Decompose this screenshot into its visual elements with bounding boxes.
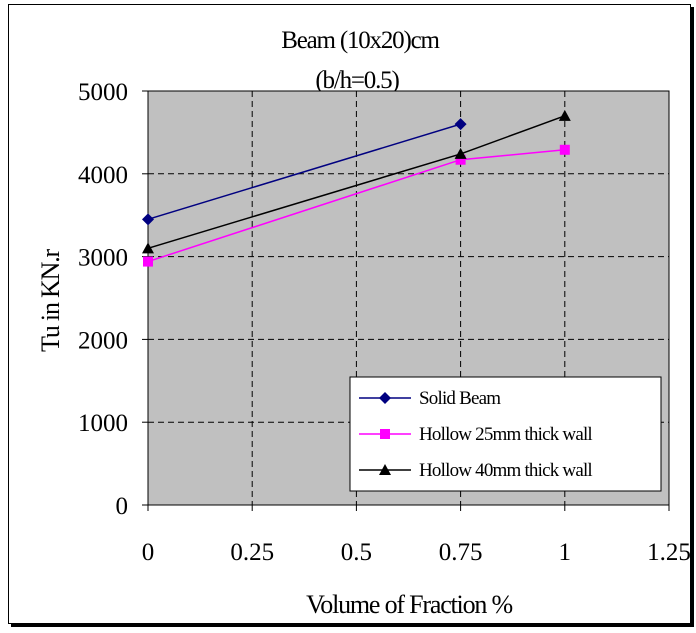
series-3 <box>142 109 571 254</box>
legend: Solid Beam Hollow 25mm thick wall Hollow 4… <box>349 376 662 492</box>
x-tick-label: 1.25 <box>647 539 691 566</box>
data-point <box>559 144 570 155</box>
y-axis-label: Tu in KN.r <box>36 249 65 352</box>
legend-label: Hollow 25mm thick wall <box>419 424 592 445</box>
data-point <box>143 256 153 267</box>
series-2 <box>143 144 570 267</box>
x-tick-label: 0.75 <box>439 539 483 566</box>
y-tick-label: 3000 <box>78 245 128 272</box>
legend-label: Solid Beam <box>419 388 501 409</box>
x-tick-label: 0.25 <box>230 539 274 566</box>
legend-item: Solid Beam <box>359 388 502 409</box>
x-tick-label: 0.5 <box>341 539 372 566</box>
series-1 <box>142 118 467 226</box>
legend-marker <box>380 429 390 439</box>
y-tick-label: 2000 <box>78 327 128 354</box>
y-tick-label: 4000 <box>78 162 128 189</box>
legend-item: Hollow 25mm thick wall <box>359 424 593 445</box>
data-point <box>454 118 467 131</box>
chart-title: Beam (10x20)cm <box>281 27 440 54</box>
x-tick-labels: 0 0.25 0.5 0.75 1 1.25 <box>142 505 691 566</box>
data-point <box>558 109 571 121</box>
x-axis-label: Volume of Fraction % <box>306 590 512 619</box>
data-point <box>142 242 154 254</box>
y-tick-label: 0 <box>116 493 129 520</box>
y-tick-labels: 0 1000 2000 3000 4000 5000 <box>78 79 148 520</box>
legend-marker <box>379 392 391 404</box>
series-line <box>147 123 461 221</box>
legend-marker <box>379 464 391 475</box>
x-tick-label: 0 <box>142 539 155 566</box>
legend-label: Hollow 40mm thick wall <box>419 460 592 481</box>
y-tick-label: 5000 <box>78 79 128 106</box>
data-point <box>454 147 467 159</box>
series-layer <box>142 109 571 267</box>
data-point <box>455 154 466 165</box>
y-tick-label: 1000 <box>78 410 128 437</box>
x-tick-label: 1 <box>559 539 572 566</box>
chart-subtitle: (b/h=0.5) <box>315 67 399 94</box>
data-point <box>142 213 154 226</box>
legend-item: Hollow 40mm thick wall <box>359 460 593 481</box>
